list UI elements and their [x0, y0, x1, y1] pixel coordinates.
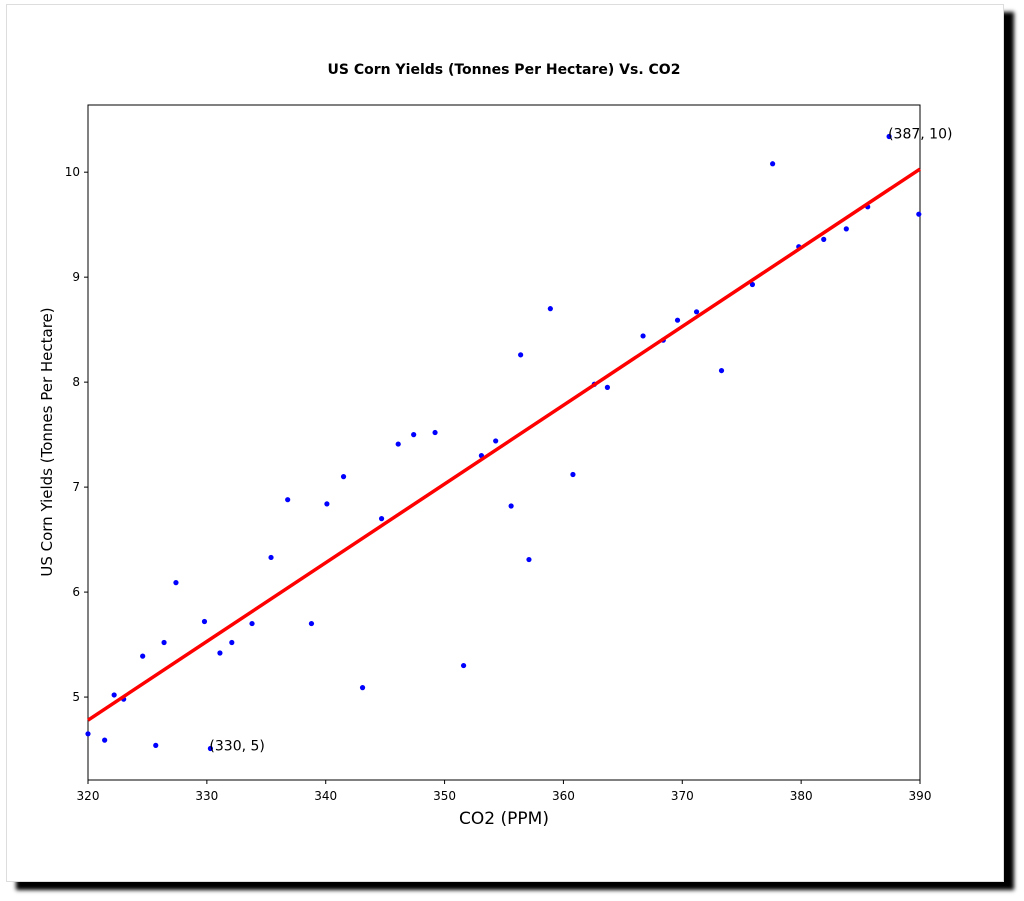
annotation: (387, 10) — [888, 126, 952, 142]
chart-title: US Corn Yields (Tonnes Per Hectare) Vs. … — [328, 62, 681, 78]
data-point — [340, 474, 347, 480]
data-point — [916, 211, 922, 217]
data-point — [604, 384, 611, 390]
data-point — [308, 620, 315, 627]
y-axis-label: US Corn Yields (Tonnes Per Hectare) — [38, 307, 56, 576]
data-point — [268, 554, 274, 561]
annotation: (330, 5) — [209, 739, 264, 755]
data-point — [508, 503, 514, 509]
data-point — [526, 556, 532, 563]
data-point — [432, 429, 438, 436]
x-tick-label: 370 — [671, 789, 694, 803]
plot-frame — [87, 104, 921, 781]
data-point — [749, 281, 756, 288]
data-point — [770, 161, 776, 167]
x-tick-label: 360 — [552, 789, 575, 803]
data-point — [217, 650, 223, 656]
data-point — [85, 731, 91, 737]
data-point — [359, 685, 366, 691]
x-tick-label: 330 — [195, 789, 218, 803]
data-point — [460, 662, 467, 669]
data-point — [140, 653, 146, 659]
data-point — [153, 742, 159, 748]
y-tick-label: 5 — [72, 690, 80, 704]
y-tick-label: 8 — [72, 375, 80, 389]
data-point — [411, 432, 417, 438]
data-point — [693, 309, 700, 315]
data-point — [640, 333, 646, 339]
x-axis-label: CO2 (PPM) — [459, 809, 549, 829]
y-tick-label: 9 — [72, 270, 80, 284]
data-point — [207, 745, 214, 752]
data-point — [395, 441, 401, 447]
data-point — [324, 501, 330, 507]
data-point — [570, 471, 576, 478]
x-tick-label: 390 — [909, 789, 932, 803]
fit-line — [87, 167, 921, 722]
data-point — [547, 306, 553, 312]
x-tick-label: 340 — [314, 789, 337, 803]
data-point — [378, 516, 385, 522]
data-point — [173, 580, 179, 586]
y-tick-label: 7 — [72, 480, 80, 494]
data-point — [229, 639, 235, 646]
data-point — [161, 639, 167, 646]
y-tick-label: 10 — [65, 165, 80, 179]
data-point — [285, 497, 291, 503]
data-point — [843, 226, 849, 232]
data-point — [886, 133, 892, 140]
y-tick-label: 6 — [72, 585, 80, 599]
data-point — [201, 618, 208, 625]
data-point — [102, 737, 108, 743]
data-point — [821, 236, 827, 242]
data-point — [249, 620, 255, 627]
x-tick-label: 380 — [790, 789, 813, 803]
x-tick-label: 320 — [77, 789, 100, 803]
data-point — [111, 692, 117, 698]
data-point — [674, 317, 681, 323]
data-point — [718, 367, 725, 374]
x-tick-label: 350 — [433, 789, 456, 803]
data-point — [518, 352, 524, 358]
data-point — [493, 438, 499, 444]
